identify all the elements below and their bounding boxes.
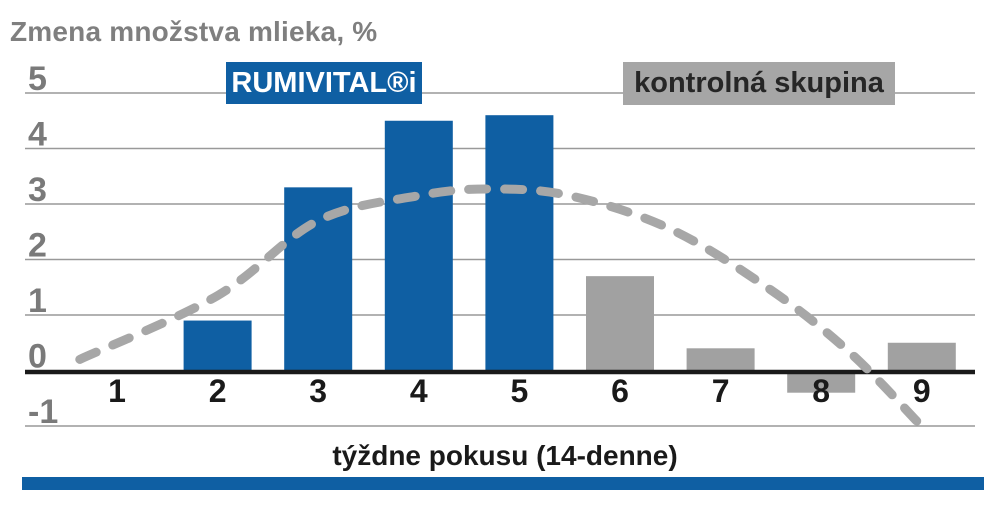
x-axis-label-3: 3 bbox=[309, 373, 327, 409]
x-axis-label-9: 9 bbox=[913, 373, 931, 409]
y-axis-label-0: 0 bbox=[28, 338, 47, 376]
bar-control-week-9 bbox=[887, 342, 956, 374]
bar-rumivital-week-5 bbox=[485, 115, 554, 374]
y-axis-label-3: 3 bbox=[28, 171, 47, 209]
bar-rumivital-week-3 bbox=[284, 187, 353, 374]
bar-rumivital-week-2 bbox=[183, 320, 252, 374]
y-axis-label--1: -1 bbox=[28, 393, 58, 431]
bar-rumivital-week-4 bbox=[384, 120, 453, 374]
legend-chip-control-group: kontrolná skupina bbox=[623, 62, 895, 105]
x-axis-title: týždne pokusu (14-denne) bbox=[332, 440, 678, 471]
bar-control-week-8 bbox=[787, 370, 856, 393]
x-axis-label-6: 6 bbox=[611, 373, 629, 409]
y-axis-label-1: 1 bbox=[28, 282, 47, 320]
x-axis-label-5: 5 bbox=[511, 373, 529, 409]
x-axis-label-7: 7 bbox=[712, 373, 730, 409]
legend-label-rumivital: RUMIVITAL®i bbox=[231, 66, 417, 99]
bottom-accent-bar bbox=[22, 477, 984, 490]
trend-curve bbox=[75, 184, 924, 428]
x-axis-label-2: 2 bbox=[209, 373, 227, 409]
y-axis-label-4: 4 bbox=[28, 116, 47, 154]
chart-title: Zmena množstva mlieka, % bbox=[10, 16, 378, 47]
bar-control-week-6 bbox=[586, 276, 654, 374]
y-axis-label-2: 2 bbox=[28, 227, 47, 265]
x-axis-label-4: 4 bbox=[410, 373, 428, 409]
bar-control-week-7 bbox=[686, 348, 755, 374]
x-axis-label-8: 8 bbox=[812, 373, 830, 409]
y-axis-label-5: 5 bbox=[28, 60, 47, 98]
legend-label-control-group: kontrolná skupina bbox=[634, 67, 884, 99]
legend-chip-rumivital: RUMIVITAL®i bbox=[226, 62, 422, 104]
x-axis-label-1: 1 bbox=[108, 373, 126, 409]
